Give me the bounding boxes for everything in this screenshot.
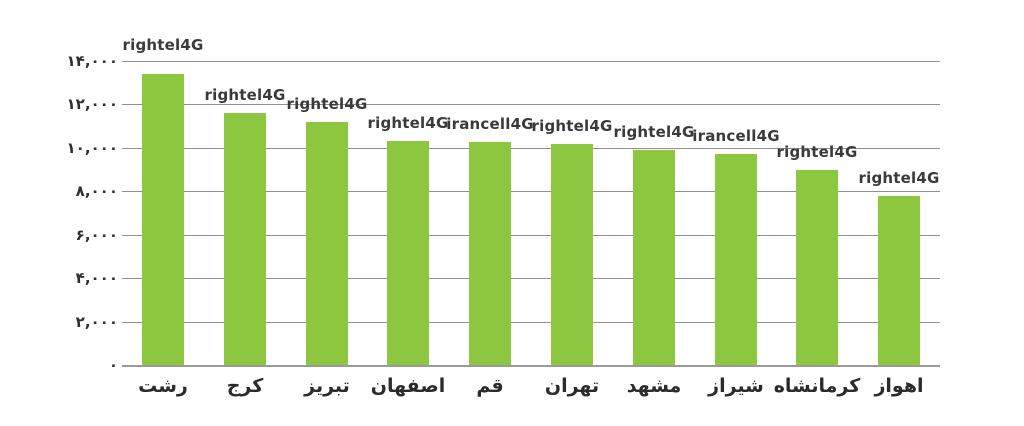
bar — [224, 113, 266, 365]
bar-value-label: rightel4G — [858, 169, 940, 187]
bar — [469, 142, 511, 365]
gridline — [122, 278, 940, 279]
bar — [633, 150, 675, 365]
gridline — [122, 191, 940, 192]
y-axis-tick-label: ۸,۰۰۰ — [75, 182, 118, 200]
gridline — [122, 61, 940, 62]
bar-value-label: rightel4G — [122, 36, 204, 54]
y-axis-tick-label: ۱۲,۰۰۰ — [66, 95, 118, 113]
bar-value-label: rightel4G — [613, 123, 695, 141]
x-axis-category-label: اصفهان — [370, 375, 446, 397]
x-axis-category-label: اهواز — [874, 375, 924, 397]
y-axis-tick-label: ۲,۰۰۰ — [75, 313, 118, 331]
bar-value-label: rightel4G — [367, 114, 449, 132]
bar-value-label: rightel4G — [531, 117, 613, 135]
bar — [878, 196, 920, 365]
gridline — [122, 104, 940, 105]
x-axis-category-label: تبریز — [304, 375, 350, 397]
x-axis-category-label: قم — [476, 375, 504, 397]
bar-value-label: irancell4G — [446, 115, 534, 133]
bar — [387, 141, 429, 365]
y-axis-tick-label: ۰ — [108, 356, 118, 374]
x-axis-category-label: مشهد — [626, 375, 682, 397]
bar — [306, 122, 348, 365]
x-axis-line — [122, 365, 940, 367]
x-axis-category-label: کرج — [226, 375, 264, 397]
bar — [715, 154, 757, 365]
bar-value-label: rightel4G — [204, 86, 286, 104]
y-axis-tick-label: ۱۰,۰۰۰ — [66, 139, 118, 157]
bar — [551, 144, 593, 365]
gridline — [122, 148, 940, 149]
bar — [796, 170, 838, 365]
x-axis-category-label: کرمانشاه — [773, 375, 861, 397]
bar — [142, 74, 184, 365]
bar-value-label: irancell4G — [692, 127, 780, 145]
x-axis-category-label: تهران — [544, 375, 600, 397]
gridline — [122, 322, 940, 323]
y-axis-tick-label: ۴,۰۰۰ — [75, 269, 118, 287]
x-axis-category-label: رشت — [138, 375, 188, 397]
bar-value-label: rightel4G — [776, 143, 858, 161]
x-axis-category-label: شیراز — [708, 375, 764, 397]
y-axis-tick-label: ۱۴,۰۰۰ — [66, 52, 118, 70]
y-axis-tick-label: ۶,۰۰۰ — [75, 226, 118, 244]
gridline — [122, 235, 940, 236]
bar-value-label: rightel4G — [286, 95, 368, 113]
